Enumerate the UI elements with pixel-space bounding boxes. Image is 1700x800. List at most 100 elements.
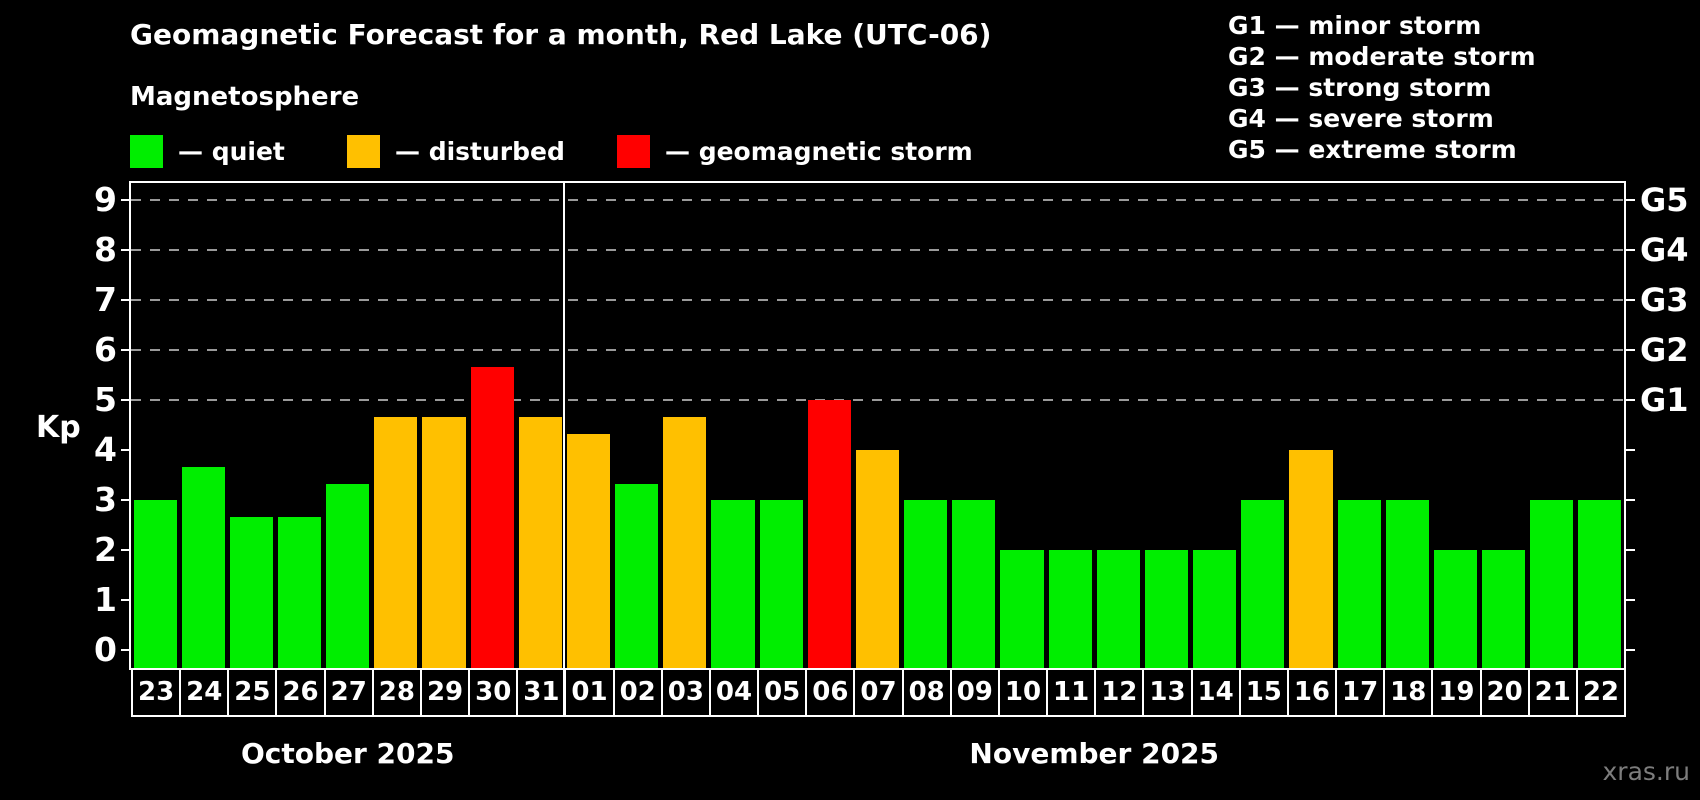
day-label-15: 15 — [1238, 668, 1289, 717]
kp-bar-day-19 — [1433, 550, 1477, 668]
day-label-08: 08 — [901, 668, 952, 717]
day-label-02: 02 — [612, 668, 663, 717]
g-level-label-g3: G3 — [1640, 281, 1689, 319]
kp-bar-day-29 — [422, 416, 466, 668]
day-label-24: 24 — [179, 668, 230, 717]
kp-bar-day-08 — [904, 500, 948, 668]
kp-bar-day-25 — [229, 516, 273, 668]
kp-bar-day-05 — [759, 500, 803, 668]
y-tick-label-2: 2 — [94, 530, 117, 569]
y-tick-right-9 — [1624, 199, 1635, 201]
y-tick-right-3 — [1624, 499, 1635, 501]
kp-bar-day-17 — [1337, 500, 1381, 668]
kp-bar-day-09 — [952, 500, 996, 668]
y-tick-right-2 — [1624, 549, 1635, 551]
g-level-label-g1: G1 — [1640, 381, 1689, 419]
day-label-11: 11 — [1046, 668, 1097, 717]
month-label-0: October 2025 — [240, 737, 455, 770]
day-label-20: 20 — [1479, 668, 1530, 717]
day-label-22: 22 — [1575, 668, 1626, 717]
gridline-kp5 — [131, 399, 1624, 401]
kp-bar-day-06 — [807, 400, 851, 668]
g-legend-line-g4: G4 — severe storm — [1228, 104, 1494, 133]
y-tick-label-7: 7 — [94, 280, 117, 319]
g-level-label-g5: G5 — [1640, 181, 1689, 219]
g-legend-line-g1: G1 — minor storm — [1228, 11, 1482, 40]
kp-bar-day-12 — [1096, 550, 1140, 668]
g-level-label-g4: G4 — [1640, 231, 1689, 269]
day-label-04: 04 — [708, 668, 760, 717]
y-tick-right-8 — [1624, 249, 1635, 251]
legend-label-disturbed: — disturbed — [395, 137, 565, 166]
day-label-10: 10 — [997, 668, 1049, 717]
day-label-18: 18 — [1383, 668, 1434, 717]
storm-swatch-icon — [617, 135, 650, 168]
kp-bar-day-23 — [133, 500, 177, 668]
kp-bar-day-24 — [181, 466, 225, 668]
y-tick-right-6 — [1624, 349, 1635, 351]
kp-bar-day-03 — [663, 416, 707, 668]
day-label-06: 06 — [805, 668, 856, 717]
kp-bar-day-30 — [470, 366, 514, 668]
kp-bar-day-02 — [615, 483, 659, 668]
day-label-03: 03 — [660, 668, 711, 717]
day-label-05: 05 — [757, 668, 808, 717]
kp-bar-day-28 — [374, 416, 418, 668]
y-tick-left-8 — [121, 249, 131, 251]
chart-subtitle: Magnetosphere — [130, 82, 360, 112]
y-axis-label: Kp — [36, 410, 81, 445]
day-label-09: 09 — [949, 668, 1000, 717]
y-tick-label-0: 0 — [94, 630, 117, 669]
kp-bar-day-10 — [1000, 550, 1044, 668]
day-label-19: 19 — [1431, 668, 1482, 717]
month-divider-line — [563, 183, 566, 717]
y-tick-right-5 — [1624, 399, 1635, 401]
kp-bar-day-31 — [518, 416, 562, 668]
day-label-31: 31 — [516, 668, 567, 717]
y-tick-left-5 — [121, 399, 131, 401]
g-legend-line-g3: G3 — strong storm — [1228, 73, 1492, 102]
watermark: xras.ru — [1602, 757, 1691, 786]
g-legend-line-g2: G2 — moderate storm — [1228, 42, 1536, 71]
y-tick-right-1 — [1624, 599, 1635, 601]
gridline-kp6 — [131, 349, 1624, 351]
day-label-12: 12 — [1094, 668, 1145, 717]
day-label-30: 30 — [468, 668, 519, 717]
g-scale-legend: G1 — minor storm G2 — moderate storm G3 … — [1228, 10, 1536, 165]
day-label-17: 17 — [1335, 668, 1386, 717]
y-tick-left-7 — [121, 299, 131, 301]
quiet-swatch-icon — [130, 135, 163, 168]
disturbed-swatch-icon — [347, 135, 380, 168]
legend-label-quiet: — quiet — [178, 137, 285, 166]
gridline-kp7 — [131, 299, 1624, 301]
kp-bar-day-21 — [1530, 500, 1574, 668]
y-tick-label-8: 8 — [94, 230, 117, 269]
day-label-01: 01 — [564, 668, 615, 717]
kp-bar-day-20 — [1482, 550, 1526, 668]
day-label-27: 27 — [323, 668, 374, 717]
y-tick-label-6: 6 — [94, 330, 117, 369]
y-tick-label-1: 1 — [94, 580, 117, 619]
day-label-25: 25 — [227, 668, 278, 717]
month-label-1: November 2025 — [969, 737, 1220, 770]
day-label-14: 14 — [1190, 668, 1241, 717]
legend-item-storm: — geomagnetic storm — [617, 135, 973, 168]
y-tick-left-1 — [121, 599, 131, 601]
kp-bar-day-04 — [711, 500, 755, 668]
kp-bar-day-27 — [326, 483, 370, 668]
y-tick-left-9 — [121, 199, 131, 201]
y-tick-right-7 — [1624, 299, 1635, 301]
g-level-label-g2: G2 — [1640, 331, 1689, 369]
legend-item-quiet: — quiet — [130, 135, 285, 168]
day-label-13: 13 — [1142, 668, 1193, 717]
y-tick-left-0 — [121, 649, 131, 651]
y-tick-left-6 — [121, 349, 131, 351]
day-label-16: 16 — [1286, 668, 1338, 717]
y-tick-label-9: 9 — [94, 180, 117, 219]
g-legend-line-g5: G5 — extreme storm — [1228, 135, 1517, 164]
y-tick-left-2 — [121, 549, 131, 551]
day-label-28: 28 — [371, 668, 422, 717]
kp-bar-day-18 — [1385, 500, 1429, 668]
day-label-23: 23 — [131, 668, 182, 717]
